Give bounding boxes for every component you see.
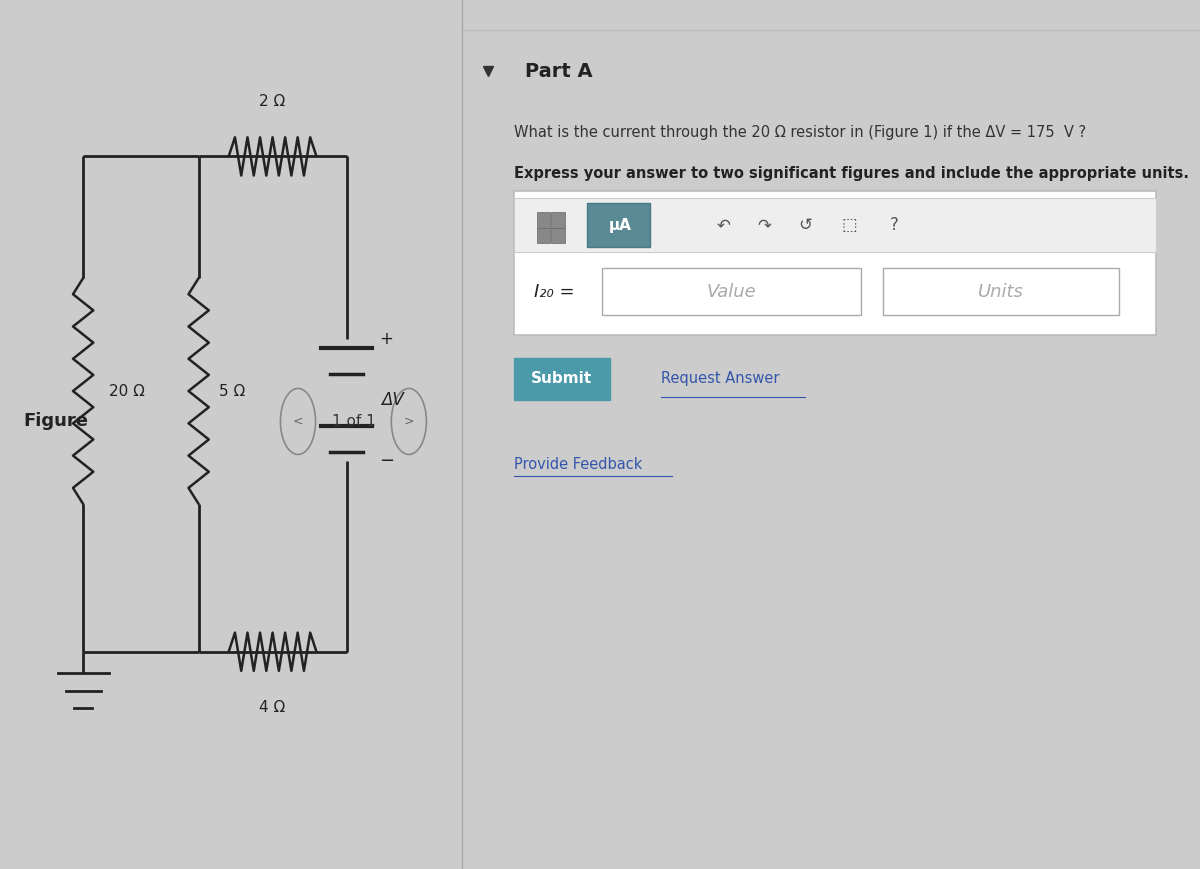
- FancyBboxPatch shape: [514, 191, 1156, 335]
- Text: μA: μA: [610, 217, 632, 233]
- Text: 1 of 1: 1 of 1: [331, 414, 376, 429]
- Text: ↺: ↺: [798, 216, 812, 234]
- Text: 5 Ω: 5 Ω: [220, 383, 246, 399]
- Text: Units: Units: [978, 282, 1024, 301]
- Text: Value: Value: [707, 282, 756, 301]
- FancyBboxPatch shape: [514, 198, 1156, 252]
- Text: <: <: [293, 415, 304, 428]
- Text: Provide Feedback: Provide Feedback: [514, 457, 642, 473]
- Text: +: +: [379, 330, 392, 348]
- Text: 2 Ω: 2 Ω: [259, 94, 286, 109]
- Text: ↷: ↷: [757, 216, 772, 234]
- FancyBboxPatch shape: [514, 358, 610, 400]
- FancyBboxPatch shape: [536, 212, 550, 228]
- Text: −: −: [379, 452, 394, 469]
- Text: ?: ?: [889, 216, 898, 234]
- Text: 4 Ω: 4 Ω: [259, 700, 286, 714]
- Text: Request Answer: Request Answer: [661, 371, 780, 387]
- Text: Figure: Figure: [23, 413, 88, 430]
- FancyBboxPatch shape: [602, 268, 860, 315]
- Text: Submit: Submit: [532, 371, 592, 387]
- Text: Part A: Part A: [524, 62, 593, 81]
- FancyBboxPatch shape: [588, 203, 650, 247]
- FancyBboxPatch shape: [536, 228, 550, 243]
- Text: Express your answer to two significant figures and include the appropriate units: Express your answer to two significant f…: [514, 166, 1189, 182]
- FancyBboxPatch shape: [551, 228, 564, 243]
- Text: ↶: ↶: [718, 216, 731, 234]
- Text: I₂₀ =: I₂₀ =: [534, 282, 575, 301]
- Text: 20 Ω: 20 Ω: [108, 383, 144, 399]
- FancyBboxPatch shape: [883, 268, 1118, 315]
- Text: ΔV: ΔV: [382, 391, 404, 408]
- Text: ⬚: ⬚: [841, 216, 857, 234]
- FancyBboxPatch shape: [551, 212, 564, 228]
- Text: >: >: [403, 415, 414, 428]
- Text: What is the current through the 20 Ω resistor in (Figure 1) if the ΔV = 175  V ?: What is the current through the 20 Ω res…: [514, 124, 1086, 140]
